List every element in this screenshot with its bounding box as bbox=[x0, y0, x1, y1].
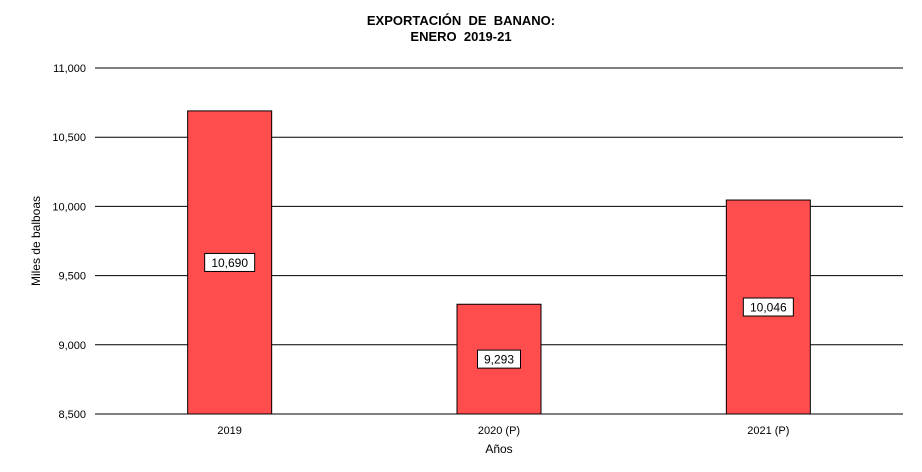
chart-title-line-1: EXPORTACIÓN DE BANANO: bbox=[366, 13, 556, 28]
data-label: 10,690 bbox=[204, 252, 256, 272]
data-label-box bbox=[204, 252, 256, 272]
y-axis-tick-labels: 8,500 9,000 9,500 10,000 10,500 11,000 bbox=[52, 63, 86, 421]
y-tick-label: 8,500 bbox=[58, 409, 86, 421]
x-axis-tick-labels: 2019 2020 (P) 2021 (P) bbox=[217, 425, 789, 437]
data-label-box bbox=[477, 349, 521, 369]
y-tick-label: 10,500 bbox=[52, 132, 86, 144]
y-tick-label: 9,500 bbox=[58, 271, 86, 283]
data-label: 10,046 bbox=[742, 297, 794, 317]
y-tick-label: 10,000 bbox=[52, 201, 86, 213]
data-label-box bbox=[742, 297, 794, 317]
data-label-text: 10,690 bbox=[211, 256, 248, 270]
y-tick-label: 11,000 bbox=[53, 63, 86, 75]
y-axis-title: Miles de balboas bbox=[29, 196, 43, 286]
x-axis-title: Años bbox=[485, 442, 512, 456]
data-label: 9,293 bbox=[477, 349, 521, 369]
y-tick-label: 9,000 bbox=[58, 340, 86, 352]
data-labels: 10,690 9,293 10,046 bbox=[204, 252, 794, 369]
x-tick-label: 2019 bbox=[217, 425, 241, 437]
x-tick-label: 2020 (P) bbox=[478, 425, 520, 437]
x-tick-label: 2021 (P) bbox=[747, 425, 789, 437]
data-label-text: 10,046 bbox=[750, 301, 787, 315]
data-label-text: 9,293 bbox=[484, 353, 514, 367]
chart-title: EXPORTACIÓN DE BANANO: ENERO 2019-21 bbox=[0, 13, 922, 45]
chart-title-line-2: ENERO 2019-21 bbox=[410, 29, 512, 44]
